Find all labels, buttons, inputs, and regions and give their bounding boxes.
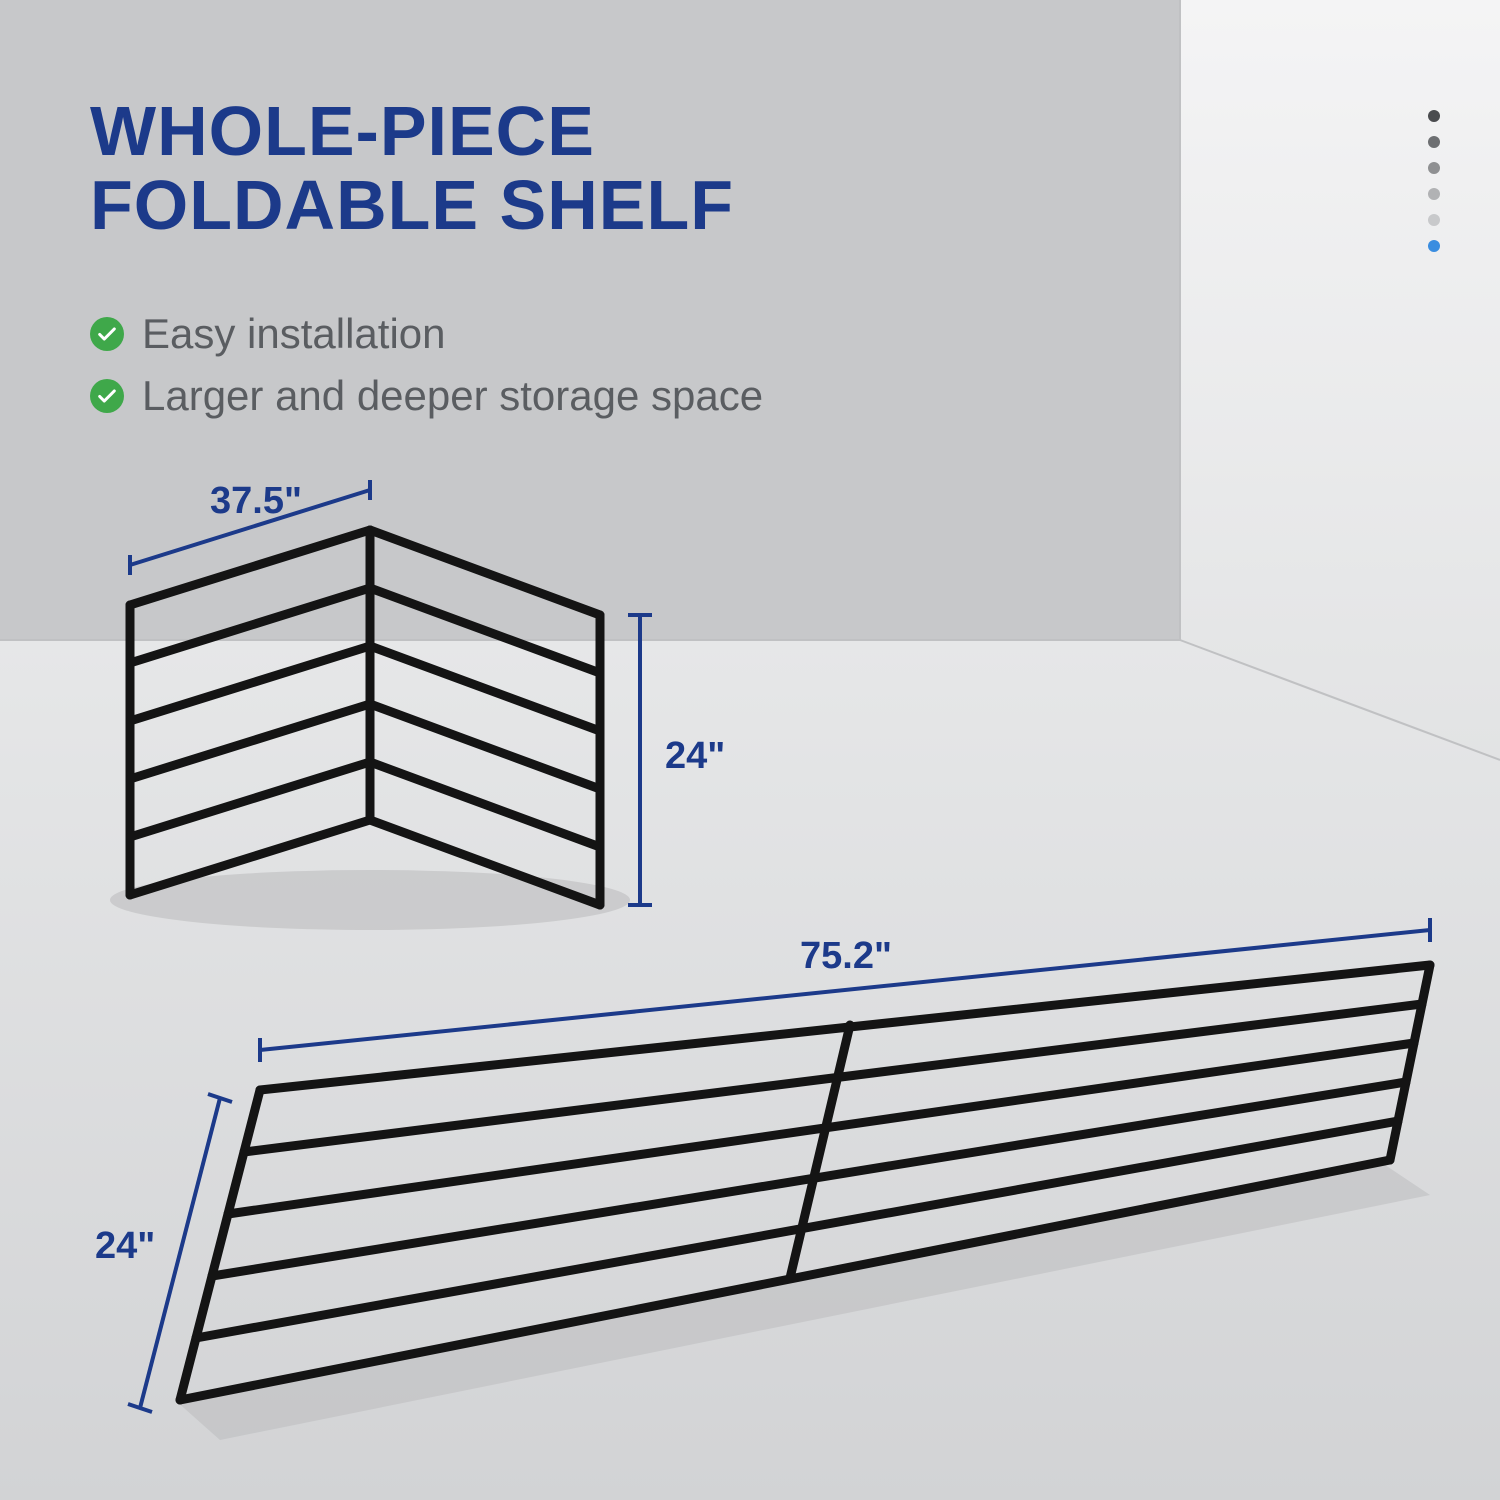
bullet-item: Easy installation [90,310,763,358]
dot [1428,110,1440,122]
label-folded-width: 37.5" [210,480,302,523]
progress-dots [1428,110,1440,252]
dot [1428,214,1440,226]
bullet-item: Larger and deeper storage space [90,372,763,420]
bullet-text: Easy installation [142,310,446,358]
check-icon [90,379,124,413]
check-icon [90,317,124,351]
label-folded-height: 24" [665,735,725,778]
dot [1428,240,1440,252]
heading-line-2: FOLDABLE SHELF [90,169,734,243]
bullet-text: Larger and deeper storage space [142,372,763,420]
product-infographic: WHOLE-PIECE FOLDABLE SHELF Easy installa… [0,0,1500,1500]
label-flat-width: 75.2" [800,935,892,978]
dot [1428,136,1440,148]
heading: WHOLE-PIECE FOLDABLE SHELF [90,95,734,242]
feature-bullets: Easy installation Larger and deeper stor… [90,310,763,420]
dot [1428,188,1440,200]
heading-line-1: WHOLE-PIECE [90,95,734,169]
dot [1428,162,1440,174]
label-flat-height: 24" [95,1225,155,1268]
